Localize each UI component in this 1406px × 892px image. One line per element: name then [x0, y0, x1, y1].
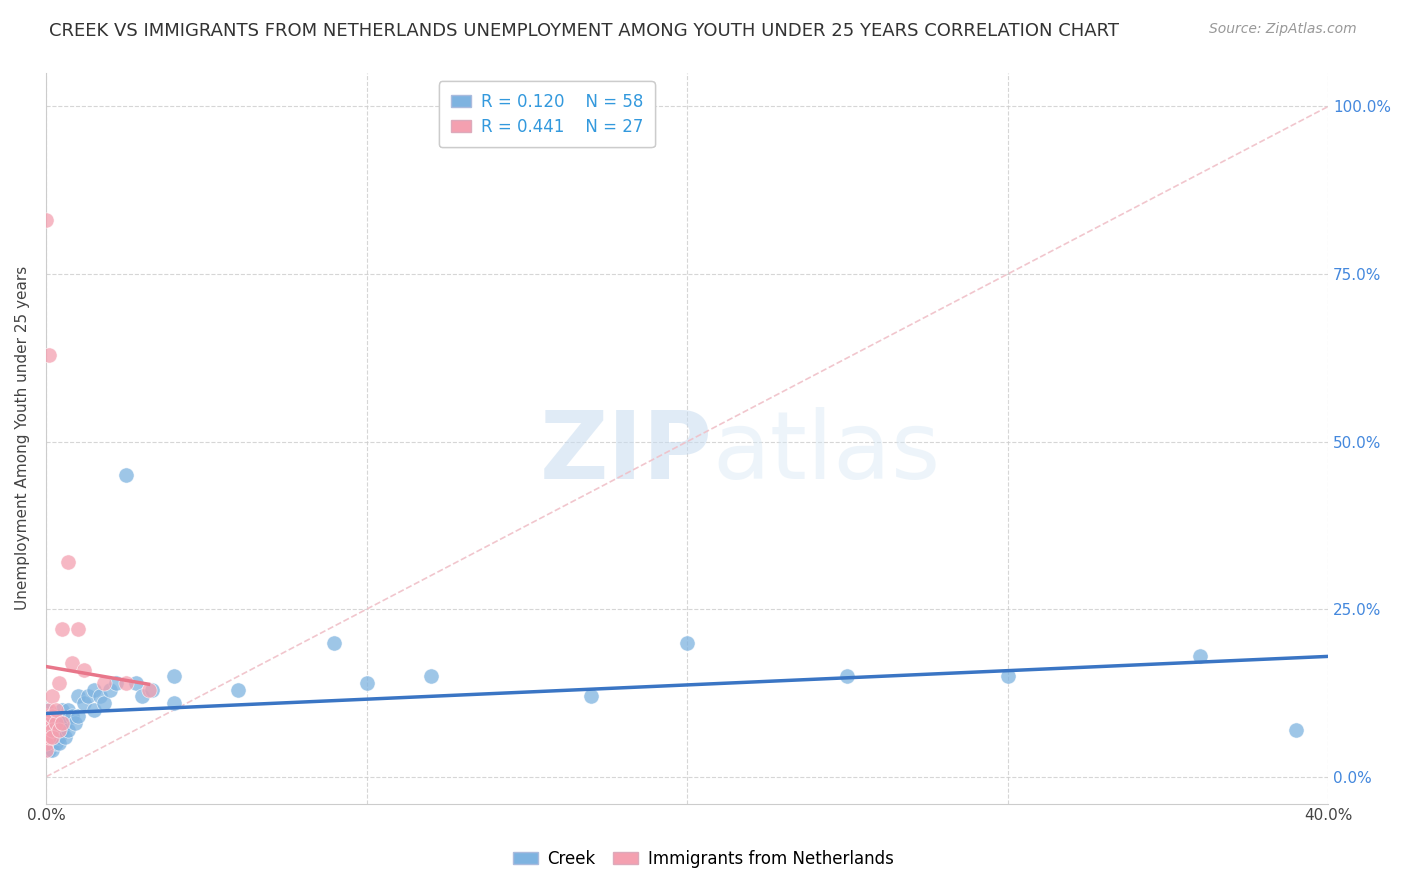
- Point: [163, 696, 186, 710]
- Point: [115, 676, 138, 690]
- Point: [45, 703, 67, 717]
- Point: [163, 669, 186, 683]
- Point: [41, 723, 63, 737]
- Point: [41, 736, 63, 750]
- Point: [35, 743, 58, 757]
- Point: [837, 669, 859, 683]
- Point: [35, 709, 58, 723]
- Point: [89, 690, 111, 704]
- Point: [93, 696, 115, 710]
- Point: [58, 703, 80, 717]
- Point: [38, 723, 60, 737]
- Point: [41, 730, 63, 744]
- Point: [63, 716, 86, 731]
- Point: [35, 723, 58, 737]
- Point: [38, 347, 60, 361]
- Point: [35, 703, 58, 717]
- Point: [323, 636, 346, 650]
- Point: [226, 682, 249, 697]
- Point: [141, 682, 163, 697]
- Point: [45, 736, 67, 750]
- Point: [35, 723, 58, 737]
- Point: [38, 743, 60, 757]
- Point: [73, 696, 96, 710]
- Y-axis label: Unemployment Among Youth under 25 years: Unemployment Among Youth under 25 years: [15, 266, 30, 610]
- Point: [93, 676, 115, 690]
- Point: [48, 736, 70, 750]
- Point: [125, 676, 148, 690]
- Point: [51, 716, 73, 731]
- Point: [60, 709, 83, 723]
- Point: [35, 716, 58, 731]
- Point: [38, 730, 60, 744]
- Point: [51, 703, 73, 717]
- Point: [58, 555, 80, 569]
- Point: [38, 716, 60, 731]
- Text: atlas: atlas: [713, 407, 941, 499]
- Point: [73, 663, 96, 677]
- Point: [53, 716, 76, 731]
- Point: [35, 736, 58, 750]
- Point: [66, 690, 89, 704]
- Point: [48, 730, 70, 744]
- Point: [1285, 723, 1308, 737]
- Point: [579, 690, 602, 704]
- Point: [83, 682, 105, 697]
- Point: [41, 723, 63, 737]
- Point: [115, 468, 138, 483]
- Point: [66, 623, 89, 637]
- Point: [35, 213, 58, 227]
- Point: [48, 716, 70, 731]
- Point: [66, 709, 89, 723]
- Point: [45, 716, 67, 731]
- Point: [419, 669, 441, 683]
- Point: [48, 676, 70, 690]
- Point: [38, 736, 60, 750]
- Text: ZIP: ZIP: [540, 407, 713, 499]
- Point: [51, 723, 73, 737]
- Point: [676, 636, 699, 650]
- Point: [131, 690, 153, 704]
- Point: [35, 730, 58, 744]
- Point: [356, 676, 378, 690]
- Point: [76, 690, 98, 704]
- Point: [45, 709, 67, 723]
- Point: [60, 656, 83, 670]
- Point: [105, 676, 128, 690]
- Point: [41, 730, 63, 744]
- Point: [51, 623, 73, 637]
- Point: [38, 716, 60, 731]
- Point: [48, 723, 70, 737]
- Point: [38, 730, 60, 744]
- Point: [38, 709, 60, 723]
- Point: [138, 682, 160, 697]
- Point: [41, 690, 63, 704]
- Text: Source: ZipAtlas.com: Source: ZipAtlas.com: [1209, 22, 1357, 37]
- Point: [41, 716, 63, 731]
- Point: [53, 730, 76, 744]
- Point: [45, 730, 67, 744]
- Point: [83, 703, 105, 717]
- Legend: R = 0.120    N = 58, R = 0.441    N = 27: R = 0.120 N = 58, R = 0.441 N = 27: [439, 81, 655, 147]
- Point: [45, 723, 67, 737]
- Text: CREEK VS IMMIGRANTS FROM NETHERLANDS UNEMPLOYMENT AMONG YOUTH UNDER 25 YEARS COR: CREEK VS IMMIGRANTS FROM NETHERLANDS UNE…: [49, 22, 1119, 40]
- Point: [41, 709, 63, 723]
- Point: [35, 730, 58, 744]
- Point: [41, 743, 63, 757]
- Point: [35, 709, 58, 723]
- Point: [58, 723, 80, 737]
- Legend: Creek, Immigrants from Netherlands: Creek, Immigrants from Netherlands: [506, 844, 900, 875]
- Point: [98, 682, 121, 697]
- Point: [997, 669, 1019, 683]
- Point: [38, 703, 60, 717]
- Point: [1188, 649, 1211, 664]
- Point: [35, 736, 58, 750]
